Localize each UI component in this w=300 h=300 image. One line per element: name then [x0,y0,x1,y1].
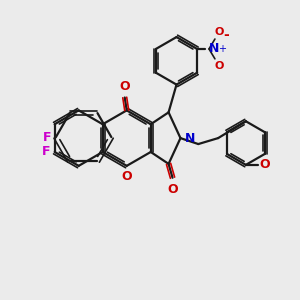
Text: O: O [167,183,178,196]
Text: -: - [223,28,229,42]
Text: O: O [119,80,130,92]
Text: N: N [209,42,219,56]
Text: O: O [215,61,224,71]
Text: F: F [42,130,51,144]
Text: O: O [215,27,224,37]
Text: O: O [122,170,132,183]
Text: +: + [218,44,226,54]
Text: F: F [42,146,51,158]
Text: O: O [260,158,270,171]
Text: N: N [184,132,195,145]
